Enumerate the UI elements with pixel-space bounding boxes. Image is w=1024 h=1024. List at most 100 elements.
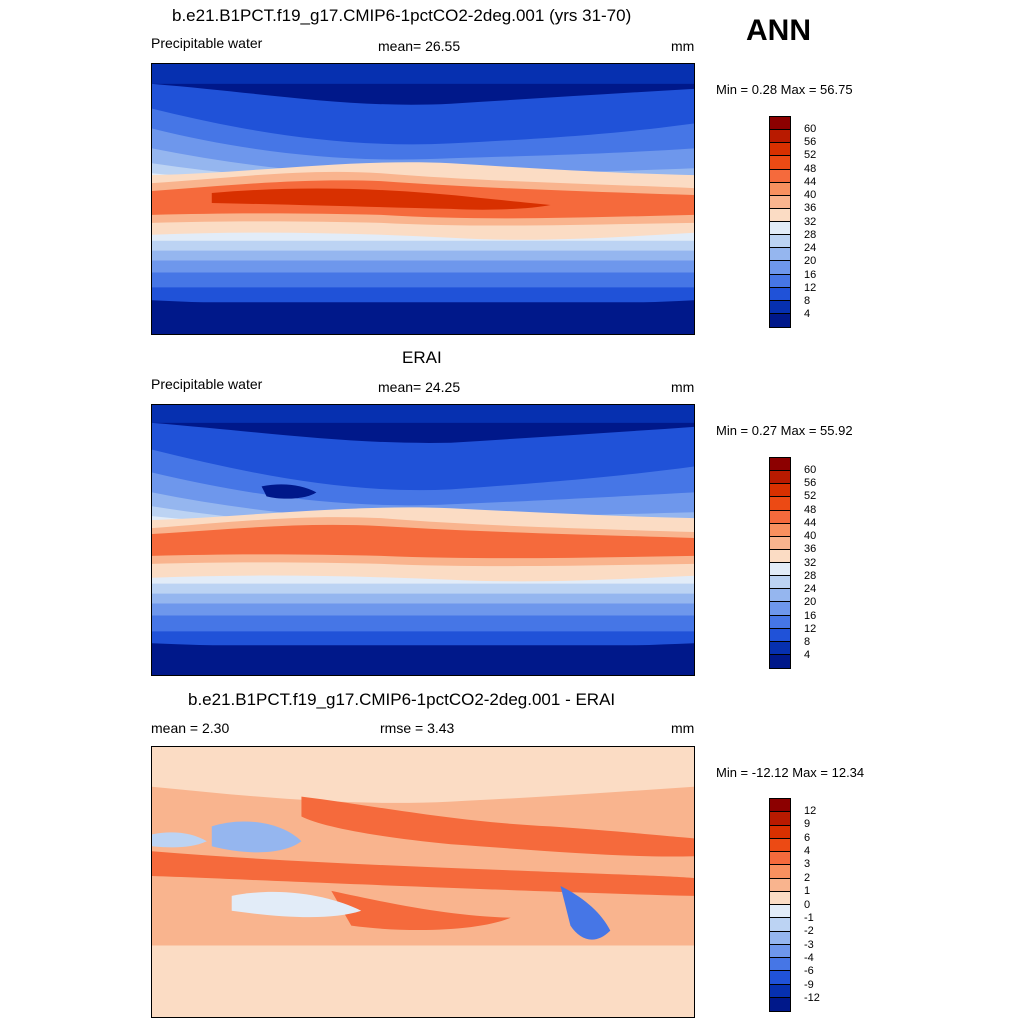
colorbar-tick-label: 40 [804, 530, 817, 542]
colorbar-swatch [770, 549, 790, 563]
colorbar-tick-label: 12 [804, 804, 817, 817]
colorbar-tick-label: 9 [804, 818, 811, 831]
colorbar-tick-label: 8 [804, 636, 811, 648]
colorbar-tick-label: 20 [804, 596, 817, 609]
colorbar-swatch [770, 208, 790, 222]
colorbar-tick-label: 56 [804, 477, 817, 489]
colorbar-tick-label: 36 [804, 202, 817, 215]
colorbar-swatch [770, 523, 790, 537]
colorbar-swatch [770, 563, 790, 577]
panel2-title: ERAI [402, 348, 442, 367]
colorbar-swatch [770, 261, 790, 275]
panel2-map-field [152, 405, 694, 675]
colorbar-swatch [770, 589, 790, 603]
colorbar-swatch [770, 825, 790, 839]
colorbar-swatch [770, 812, 790, 826]
colorbar-tick-label: 8 [804, 295, 811, 307]
panel1-map [151, 63, 695, 335]
colorbar-swatch [770, 905, 790, 919]
colorbar-swatch [770, 117, 790, 131]
colorbar-tick-label: 32 [804, 215, 817, 228]
panel1-colorbar [769, 116, 791, 328]
colorbar-swatch [770, 222, 790, 236]
panel3-title: b.e21.B1PCT.f19_g17.CMIP6-1pctCO2-2deg.0… [188, 690, 616, 709]
colorbar-tick-label: 60 [804, 122, 817, 135]
colorbar-swatch [770, 654, 790, 668]
colorbar-tick-label: 12 [804, 622, 817, 635]
colorbar-tick-label: 52 [804, 490, 817, 503]
panel1-mean-label: mean= 26.55 [378, 38, 461, 54]
panel1-minmax-label: Min = 0.28 Max = 56.75 [716, 82, 853, 97]
colorbar-swatch [770, 536, 790, 550]
panel3-map-field [152, 747, 694, 1017]
colorbar-tick-label: 4 [804, 308, 811, 321]
colorbar-tick-label: -9 [804, 978, 814, 991]
colorbar-swatch [770, 891, 790, 905]
colorbar-swatch [770, 484, 790, 498]
colorbar-tick-label: -4 [804, 952, 814, 964]
panel1-variable-label: Precipitable water [151, 35, 263, 51]
colorbar-swatch [770, 130, 790, 144]
colorbar-tick-label: 32 [804, 556, 817, 569]
panel2-variable-label: Precipitable water [151, 376, 263, 392]
colorbar-tick-label: -1 [804, 911, 814, 924]
colorbar-swatch [770, 931, 790, 945]
panel1-title: b.e21.B1PCT.f19_g17.CMIP6-1pctCO2-2deg.0… [172, 6, 632, 25]
colorbar-swatch [770, 195, 790, 209]
season-label: ANN [746, 14, 811, 47]
panel2-units-label: mm [671, 379, 695, 395]
colorbar-tick-label: 6 [804, 831, 811, 844]
colorbar-swatch [770, 628, 790, 642]
colorbar-tick-label: 24 [804, 583, 817, 595]
colorbar-tick-label: 28 [804, 569, 817, 582]
colorbar-tick-label: 0 [804, 898, 811, 911]
colorbar-tick-label: 4 [804, 649, 811, 662]
colorbar-swatch [770, 182, 790, 196]
colorbar-swatch [770, 510, 790, 524]
colorbar-swatch [770, 865, 790, 879]
panel1-units-label: mm [671, 38, 695, 54]
colorbar-swatch [770, 971, 790, 985]
colorbar-swatch [770, 576, 790, 590]
colorbar-tick-label: 52 [804, 149, 817, 162]
colorbar-tick-label: 28 [804, 228, 817, 241]
panel2-colorbar [769, 457, 791, 669]
colorbar-tick-label: -12 [804, 992, 820, 1005]
colorbar-tick-label: 20 [804, 255, 817, 268]
colorbar-tick-label: 2 [804, 871, 811, 884]
colorbar-tick-label: 16 [804, 609, 817, 622]
colorbar-swatch [770, 984, 790, 998]
panel3-mean-label: mean = 2.30 [151, 720, 230, 736]
colorbar-swatch [770, 274, 790, 288]
colorbar-swatch [770, 615, 790, 629]
colorbar-swatch [770, 458, 790, 472]
colorbar-swatch [770, 878, 790, 892]
colorbar-swatch [770, 838, 790, 852]
colorbar-swatch [770, 852, 790, 866]
colorbar-swatch [770, 313, 790, 327]
colorbar-tick-label: 60 [804, 463, 817, 476]
colorbar-tick-label: 1 [804, 885, 811, 898]
colorbar-tick-label: 40 [804, 189, 817, 201]
colorbar-swatch [770, 958, 790, 972]
colorbar-swatch [770, 602, 790, 616]
colorbar-swatch [770, 300, 790, 314]
colorbar-swatch [770, 918, 790, 932]
colorbar-tick-label: 4 [804, 845, 811, 857]
colorbar-swatch [770, 497, 790, 511]
colorbar-tick-label: 44 [804, 516, 817, 529]
colorbar-swatch [770, 799, 790, 813]
colorbar-swatch [770, 235, 790, 249]
colorbar-tick-label: 24 [804, 242, 817, 254]
colorbar-tick-label: 36 [804, 543, 817, 556]
colorbar-swatch [770, 944, 790, 958]
colorbar-swatch [770, 997, 790, 1011]
colorbar-tick-label: 48 [804, 503, 817, 516]
colorbar-tick-label: 3 [804, 858, 811, 871]
panel2-mean-label: mean= 24.25 [378, 379, 461, 395]
colorbar-tick-label: 16 [804, 268, 817, 281]
colorbar-swatch [770, 169, 790, 183]
colorbar-swatch [770, 287, 790, 301]
colorbar-tick-label: -2 [804, 925, 814, 938]
colorbar-tick-label: -3 [804, 938, 814, 951]
